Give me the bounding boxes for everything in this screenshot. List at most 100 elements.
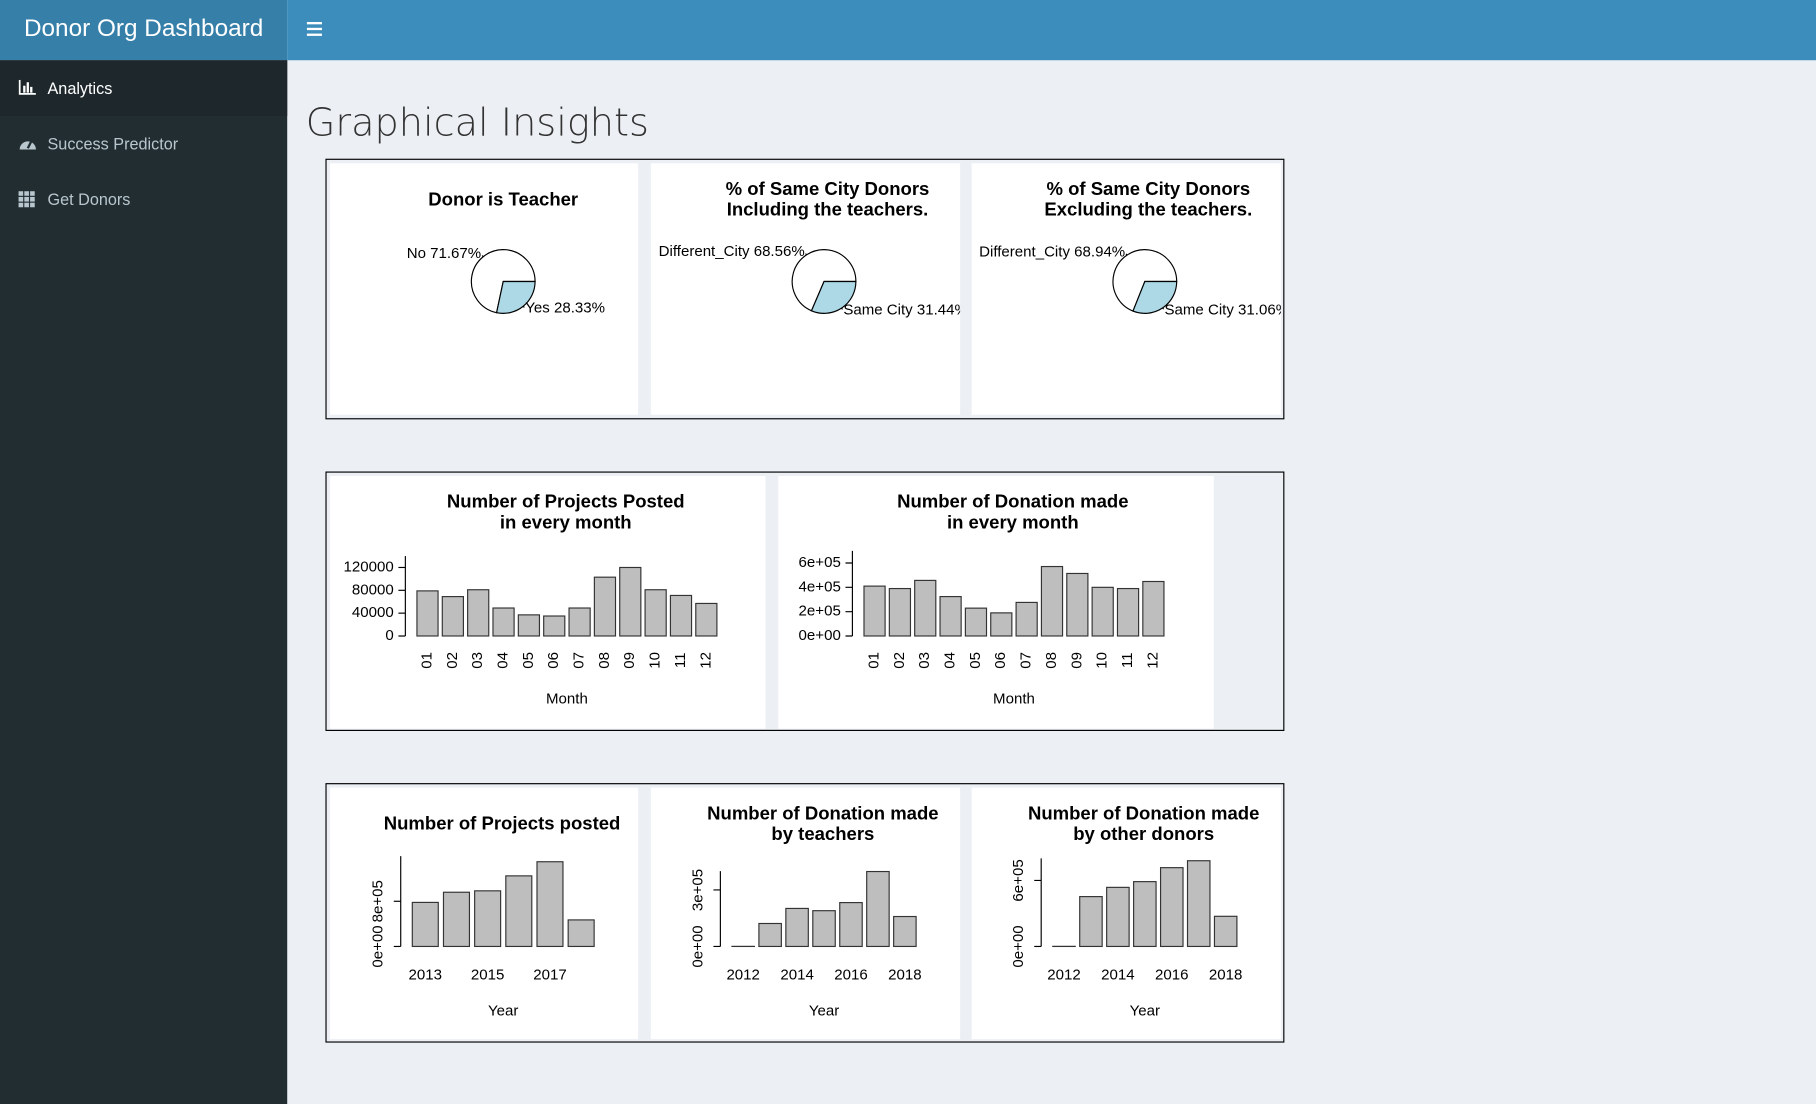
chart-title: in every month [500,512,632,533]
bar [964,607,988,637]
x-tick-label: 2015 [471,966,504,983]
bar [442,891,471,948]
slice-label: No 71.67% [407,245,481,262]
nav-item[interactable]: Success Predictor [0,116,287,172]
label-line [522,305,525,308]
nav-label: Get Donors [47,189,131,209]
x-tick-label: 01 [418,652,435,669]
bar [492,607,515,637]
x-tick-label: 2014 [1101,966,1134,983]
x-tick-label: 2013 [409,966,442,983]
y-tick-label: 2e+05 [799,603,841,620]
bar [1091,586,1114,637]
x-tick-label: 02 [444,652,461,669]
pie-slice [810,280,857,314]
x-tick-label: 04 [942,652,959,669]
slice-label: Different_City 68.56% [659,243,805,260]
y-tick-label: 4e+05 [799,578,841,595]
x-axis-label: Year [488,1002,518,1019]
bar [644,589,667,637]
icon [18,191,35,208]
chart-title: by teachers [771,823,874,844]
bar [914,579,937,637]
x-tick-label: 11 [1119,653,1136,669]
label-line [1162,307,1165,310]
x-tick-label: 11 [672,653,689,669]
chart-title: % of Same City Donors [1046,178,1250,199]
slice-label: Yes 28.33% [525,300,605,317]
label-line [841,307,843,310]
icon [18,79,36,95]
bar [758,922,782,948]
label-line [1125,253,1128,256]
nav-label: Success Predictor [47,134,179,153]
slice-label: Same City 31.44% [843,302,960,319]
bar [593,576,617,637]
bar [411,901,439,948]
x-tick-label: 09 [621,652,638,669]
bar [567,919,595,948]
x-tick-label: 05 [520,652,537,669]
x-tick-label: 03 [916,652,933,669]
nav-item[interactable]: Get Donors [0,171,287,227]
app-title[interactable]: Donor Org Dashboard [0,0,288,61]
x-tick-label: 2012 [726,966,759,983]
chart-title: Number of Projects posted [384,813,621,834]
chart-title: Number of Donation made [897,491,1128,512]
top-bar [287,0,1816,61]
bar [1040,565,1064,637]
x-tick-label: 10 [1094,652,1111,669]
icon [19,140,36,150]
y-tick-label: 6e+05 [1010,859,1027,901]
bar [893,915,917,948]
label-line [481,255,484,258]
x-axis-label: Month [993,691,1035,708]
y-tick-label: 3e+05 [689,869,706,911]
chart-title: by other donors [1073,823,1214,844]
nav-item[interactable]: Analytics [0,60,288,116]
page-title: Graphical Insights [305,99,649,145]
x-axis-label: Year [1130,1002,1160,1019]
bar [517,614,541,637]
bar [568,607,591,637]
x-tick-label: 06 [992,652,1009,669]
x-axis-label: Month [546,691,588,708]
bar [990,612,1013,637]
menu-toggle[interactable] [306,21,325,37]
y-tick-label: 0e+00 [370,925,387,967]
x-axis-label: Year [809,1002,839,1019]
x-tick-label: 09 [1068,652,1085,669]
y-tick-label: 40000 [352,604,394,621]
bar [467,589,490,637]
x-tick-label: 01 [866,652,883,669]
x-tick-label: 2014 [780,966,813,983]
chart-title: Number of Projects Posted [447,491,685,512]
bar [619,566,642,637]
bar [1079,896,1103,948]
x-tick-label: 2018 [888,966,921,983]
x-tick-label: 02 [891,652,908,669]
bar [695,602,718,637]
bar [1159,867,1184,948]
bar [1213,915,1238,948]
pie-slice [495,280,536,314]
bar [1015,601,1038,637]
x-tick-label: 07 [571,652,588,669]
bar [543,615,566,637]
bar [1133,881,1157,948]
bar [839,902,863,948]
slice-label: Same City 31.06% [1164,301,1280,318]
bar [441,596,464,637]
y-tick-label: 6e+05 [799,554,841,571]
y-tick-label: 0e+00 [1010,925,1027,967]
x-tick-label: 2012 [1047,966,1080,983]
chart-title: % of Same City Donors [726,178,930,199]
y-tick-label: 80000 [352,581,394,598]
bar [416,590,439,637]
x-tick-label: 04 [495,652,512,669]
y-tick-label: 0e+00 [799,627,841,644]
label-line [805,253,807,256]
sidebar: Analytics Success Predictor Get Donors [0,60,288,1104]
